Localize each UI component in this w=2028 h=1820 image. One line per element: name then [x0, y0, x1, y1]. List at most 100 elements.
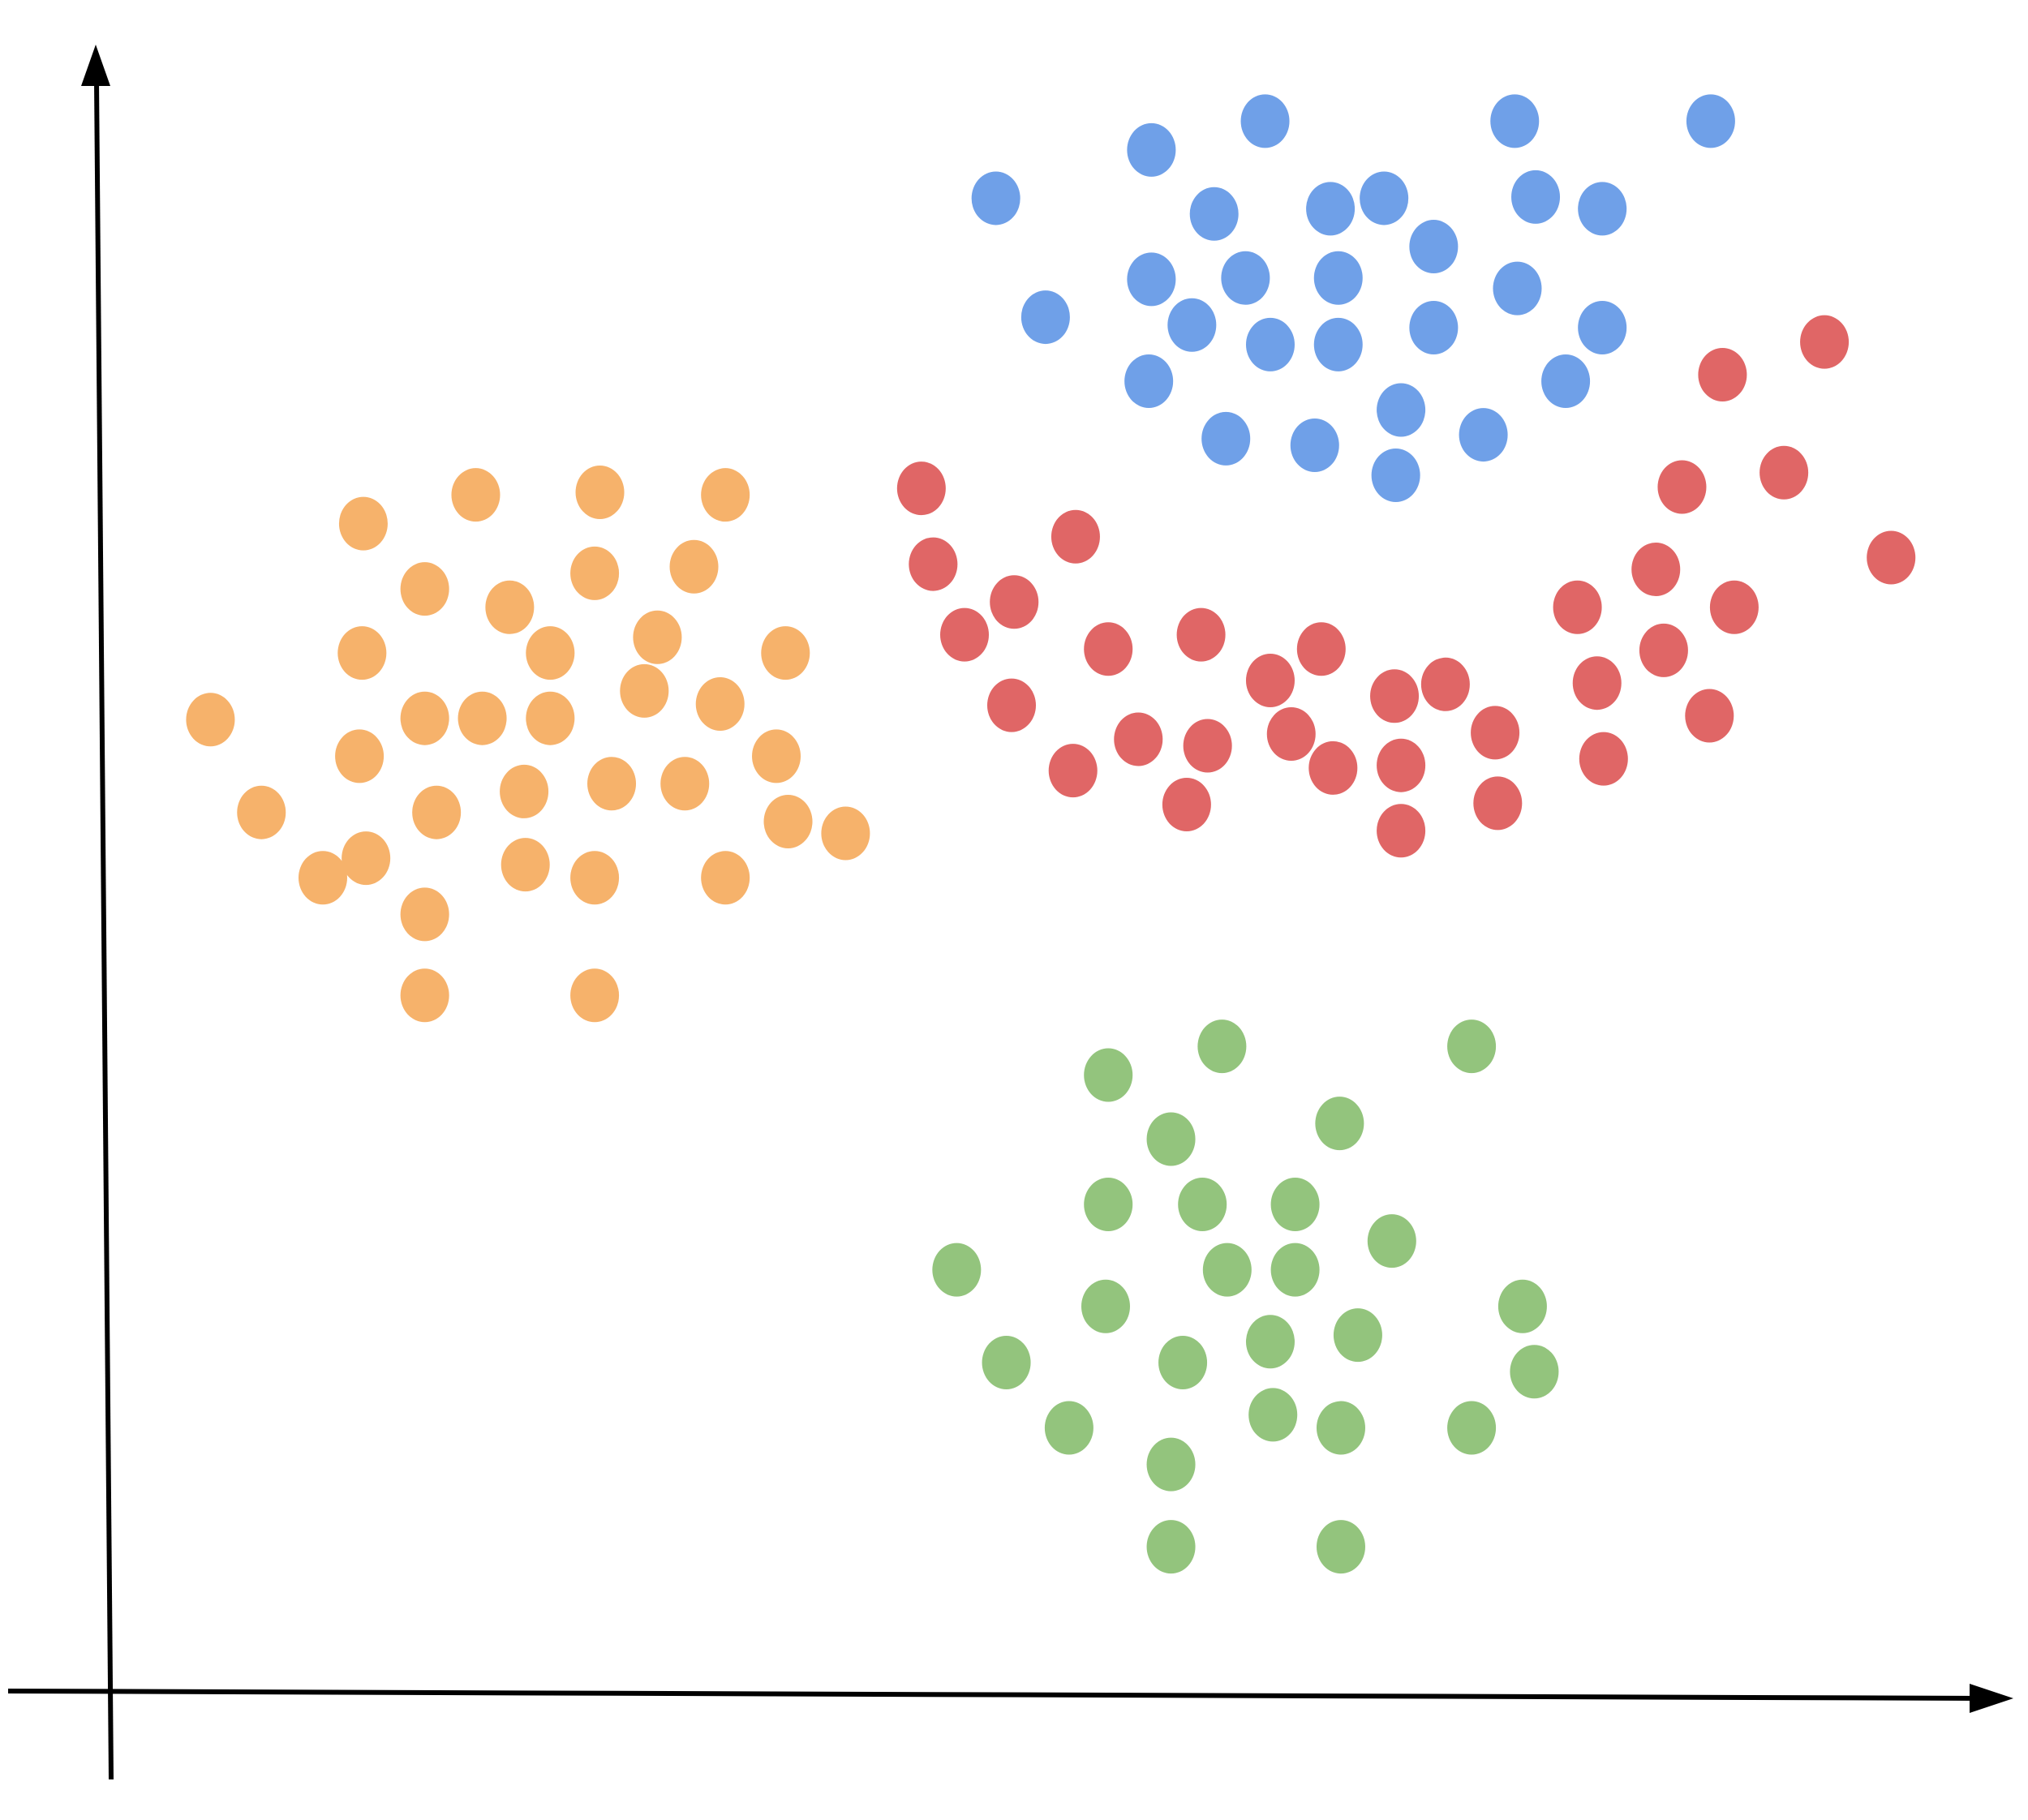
- point: [1308, 740, 1358, 795]
- point: [1686, 94, 1735, 148]
- point: [575, 465, 625, 519]
- point: [1162, 778, 1211, 832]
- point: [1201, 411, 1251, 466]
- point: [1377, 383, 1426, 437]
- point: [752, 729, 801, 783]
- point: [1158, 1335, 1208, 1389]
- point: [909, 537, 958, 591]
- point: [1510, 1345, 1559, 1399]
- point: [1197, 1019, 1247, 1074]
- point: [932, 1243, 982, 1297]
- point: [1333, 1308, 1382, 1363]
- point: [1290, 418, 1339, 472]
- point: [1639, 623, 1688, 677]
- point: [1245, 1315, 1295, 1369]
- point: [400, 691, 449, 745]
- point: [1176, 607, 1226, 662]
- point: [1367, 1214, 1416, 1268]
- point: [763, 794, 813, 848]
- point: [337, 626, 387, 680]
- y-axis: [94, 80, 114, 1780]
- point: [1572, 656, 1622, 710]
- point: [1084, 1178, 1133, 1232]
- point: [1051, 509, 1100, 564]
- point: [1377, 804, 1426, 858]
- point: [1245, 653, 1295, 707]
- point: [526, 691, 575, 745]
- point: [1471, 706, 1520, 760]
- point: [1270, 1178, 1320, 1232]
- point: [1578, 182, 1627, 236]
- point: [570, 851, 620, 905]
- point: [501, 838, 550, 892]
- point: [1313, 251, 1363, 305]
- point: [458, 691, 507, 745]
- point: [821, 806, 870, 861]
- point: [570, 968, 620, 1023]
- point: [1420, 657, 1470, 711]
- point: [412, 785, 462, 839]
- point: [1306, 182, 1356, 236]
- point: [669, 539, 719, 594]
- point: [335, 729, 385, 783]
- point: [1759, 445, 1809, 500]
- point: [1447, 1019, 1497, 1074]
- point: [587, 757, 637, 811]
- point: [570, 546, 620, 600]
- point: [1409, 220, 1459, 274]
- point: [1685, 689, 1734, 743]
- x-axis: [7, 1689, 1980, 1701]
- point: [1084, 1048, 1133, 1102]
- x-axis-arrow: [1970, 1684, 2013, 1713]
- point: [1473, 776, 1523, 831]
- point: [1657, 460, 1707, 514]
- point: [695, 676, 745, 731]
- point: [1248, 1388, 1298, 1442]
- point: [1124, 354, 1174, 409]
- point: [701, 468, 750, 522]
- point: [1048, 744, 1098, 798]
- point: [1578, 300, 1627, 354]
- point: [1084, 622, 1133, 676]
- point: [1800, 315, 1850, 369]
- point: [896, 461, 946, 516]
- point: [660, 757, 710, 811]
- point: [633, 610, 682, 664]
- point: [1447, 1401, 1497, 1455]
- point: [1127, 122, 1176, 177]
- point: [701, 851, 750, 905]
- point: [1459, 408, 1508, 462]
- point: [1296, 622, 1346, 676]
- point: [982, 1335, 1031, 1389]
- point: [1044, 1401, 1093, 1455]
- point: [237, 785, 286, 839]
- point: [1167, 298, 1217, 352]
- point: [485, 580, 535, 634]
- point: [1240, 94, 1290, 148]
- point: [1370, 669, 1420, 723]
- point: [1553, 580, 1602, 634]
- point: [1409, 300, 1459, 354]
- point: [1867, 530, 1916, 585]
- point: [186, 693, 235, 747]
- point: [1183, 719, 1232, 773]
- point: [1377, 738, 1426, 792]
- point: [1081, 1279, 1130, 1333]
- point: [1270, 1243, 1320, 1297]
- point: [298, 851, 347, 905]
- point: [1371, 449, 1420, 503]
- point: [1316, 1520, 1365, 1574]
- point: [400, 887, 449, 942]
- point: [1127, 252, 1176, 307]
- point: [971, 171, 1020, 225]
- point: [1020, 290, 1070, 345]
- point: [1360, 171, 1409, 225]
- point: [1497, 1279, 1547, 1333]
- point: [1313, 317, 1363, 371]
- point: [1146, 1437, 1196, 1492]
- point: [1245, 317, 1295, 371]
- point: [1541, 354, 1591, 409]
- point: [1178, 1178, 1227, 1232]
- point: [1579, 732, 1628, 786]
